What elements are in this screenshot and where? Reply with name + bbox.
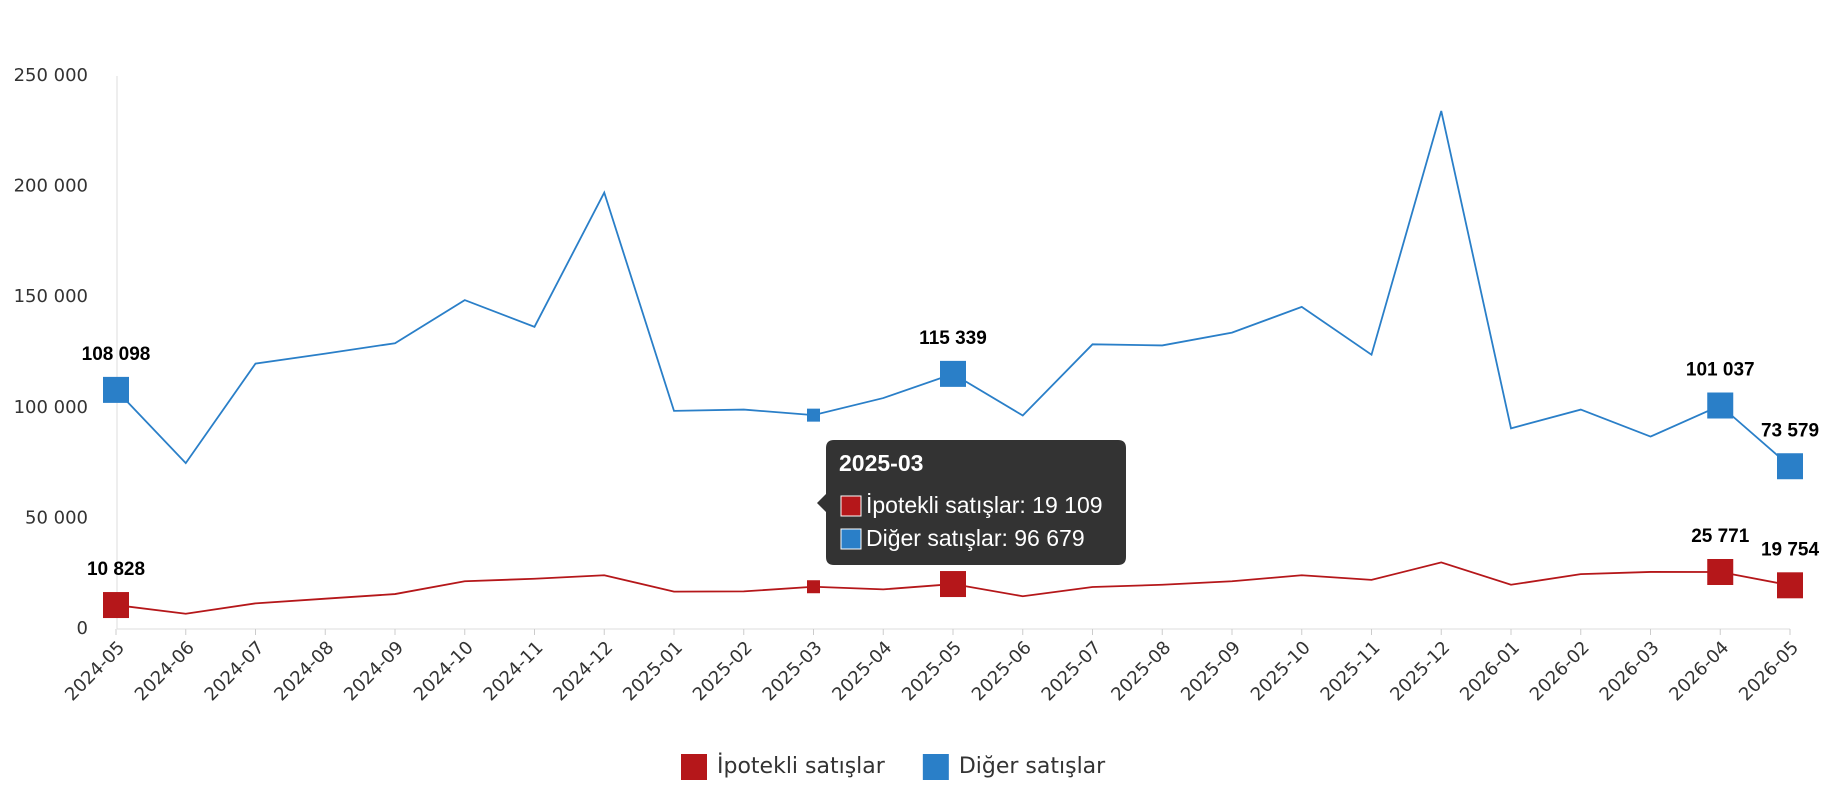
data-label: 115 339	[919, 328, 987, 349]
y-tick-label: 0	[77, 618, 88, 639]
tooltip-box	[817, 440, 1126, 565]
data-label: 19 754	[1761, 539, 1820, 560]
x-tick-label: 2026-05	[1735, 637, 1803, 705]
tooltip: 2025-03 İpotekli satışlar: 19 109 Diğer sa…	[817, 440, 1126, 565]
x-tick-label: 2024-09	[340, 637, 408, 705]
x-tick-label: 2026-01	[1456, 637, 1524, 705]
x-tick-label: 2024-06	[131, 637, 199, 705]
x-tick-label: 2025-10	[1247, 637, 1315, 705]
legend-label: İpotekli satışlar	[717, 753, 886, 779]
x-tick-label: 2025-08	[1107, 637, 1175, 705]
point-marker	[103, 376, 129, 403]
data-label: 108 098	[82, 344, 151, 365]
tooltip-swatch	[840, 528, 862, 550]
point-marker	[103, 592, 129, 619]
data-label: 25 771	[1691, 526, 1750, 547]
x-tick-label: 2024-11	[480, 637, 548, 705]
x-tick-label: 2025-01	[619, 637, 687, 705]
point-marker	[1777, 572, 1803, 599]
x-tick-label: 2025-09	[1177, 637, 1245, 705]
tooltip-line: İpotekli satışlar: 19 109	[866, 492, 1103, 518]
data-label: 73 579	[1761, 420, 1819, 441]
y-tick-label: 200 000	[14, 176, 88, 197]
x-tick-label: 2025-05	[898, 637, 966, 705]
x-tick-label: 2025-07	[1038, 637, 1106, 705]
hover-marker	[807, 408, 820, 422]
point-marker	[1707, 558, 1734, 585]
tooltip-title: 2025-03	[839, 450, 923, 476]
x-tick-label: 2024-10	[410, 637, 478, 705]
point-marker	[940, 360, 966, 387]
x-tick-label: 2024-08	[270, 637, 338, 705]
tooltip-line: Diğer satışlar: 96 679	[866, 525, 1085, 551]
point-marker	[1777, 453, 1803, 480]
point-marker	[940, 571, 966, 598]
x-tick-label: 2025-02	[689, 637, 757, 705]
x-tick-label: 2026-04	[1665, 637, 1733, 705]
x-tick-label: 2024-12	[549, 637, 617, 705]
legend-swatch	[922, 754, 949, 780]
y-tick-label: 250 000	[14, 65, 88, 86]
y-tick-label: 150 000	[14, 286, 88, 307]
x-tick-label: 2025-12	[1386, 637, 1454, 705]
y-tick-label: 100 000	[14, 397, 88, 418]
x-tick-label: 2025-11	[1317, 637, 1385, 705]
data-label: 10 828	[87, 559, 145, 580]
y-tick-label: 50 000	[25, 507, 88, 528]
data-label: 101 037	[1686, 360, 1755, 381]
x-tick-label: 2025-06	[968, 637, 1036, 705]
hover-marker	[807, 580, 820, 594]
point-marker	[1707, 392, 1734, 419]
x-tick-label: 2026-02	[1526, 637, 1594, 705]
tooltip-swatch	[840, 495, 862, 517]
x-tick-label: 2025-04	[828, 637, 896, 705]
series-line	[115, 110, 1791, 467]
x-tick-label: 2024-07	[201, 637, 269, 705]
legend-swatch	[681, 754, 707, 780]
x-tick-label: 2024-05	[61, 637, 129, 705]
x-tick-label: 2025-03	[759, 637, 827, 705]
x-tick-label: 2026-03	[1596, 637, 1664, 705]
legend-label: Diğer satışlar	[959, 754, 1106, 779]
